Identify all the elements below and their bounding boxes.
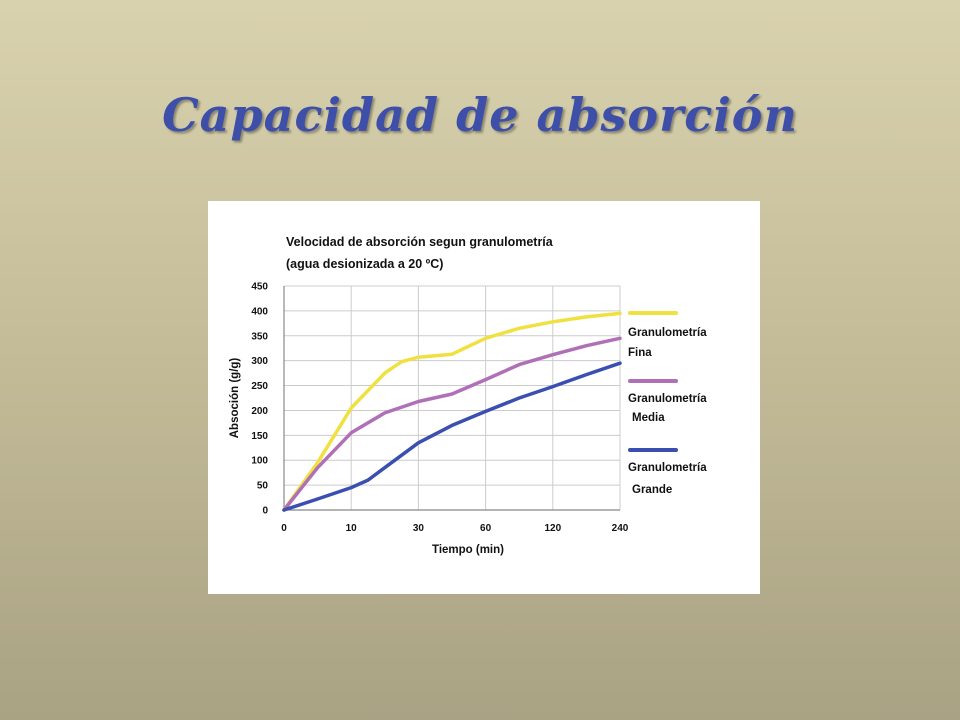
legend-label-media-line2: Media: [632, 412, 665, 424]
y-tick-label: 250: [251, 381, 268, 392]
series-line-fina: [282, 311, 622, 512]
x-tick-label: 240: [612, 523, 629, 534]
chart-title: Velocidad de absorción segun granulometr…: [286, 235, 554, 249]
legend-label-grande-line1: Granulometría: [628, 462, 707, 474]
x-axis-label: Tiempo (min): [432, 544, 504, 556]
y-tick-label: 100: [251, 456, 268, 467]
x-tick-label: 10: [346, 523, 358, 534]
legend-label-fina-line2: Fina: [628, 347, 652, 359]
x-tick-label: 60: [480, 523, 492, 534]
y-tick-label: 200: [251, 406, 268, 417]
absorption-chart: Velocidad de absorción segun granulometr…: [229, 235, 707, 556]
axes: [283, 286, 620, 511]
legend: Granulometría Fina Granulometría Media Granu…: [628, 311, 707, 496]
tick-labels: 0 50 100 150 200 250 300 350 400 450 0 10 30 60 120 240: [251, 282, 628, 535]
legend-label-media-line1: Granulometría: [628, 393, 707, 405]
y-tick-label: 350: [251, 331, 268, 342]
y-tick-label: 450: [251, 282, 268, 293]
y-tick-label: 150: [251, 431, 268, 442]
x-tick-label: 30: [413, 523, 425, 534]
y-tick-label: 400: [251, 306, 268, 317]
x-tick-label: 0: [281, 523, 287, 534]
slide-title: Capacidad de absorción: [162, 88, 798, 142]
legend-label-grande-line2: Grande: [632, 484, 672, 496]
x-tick-label: 120: [544, 523, 561, 534]
series-line-grande: [282, 361, 622, 512]
chart-subtitle: (agua desionizada a 20 ºC): [286, 257, 443, 271]
grid-lines: [284, 285, 621, 510]
data-series: [282, 311, 622, 512]
y-axis-label: Absoción (g/g): [229, 358, 241, 439]
series-line-media: [282, 336, 622, 512]
chart-panel: Velocidad de absorción segun granulometr…: [208, 201, 760, 594]
legend-label-fina-line1: Granulometría: [628, 327, 707, 339]
y-tick-label: 50: [257, 481, 269, 492]
y-tick-label: 0: [262, 506, 268, 517]
y-tick-label: 300: [251, 356, 268, 367]
